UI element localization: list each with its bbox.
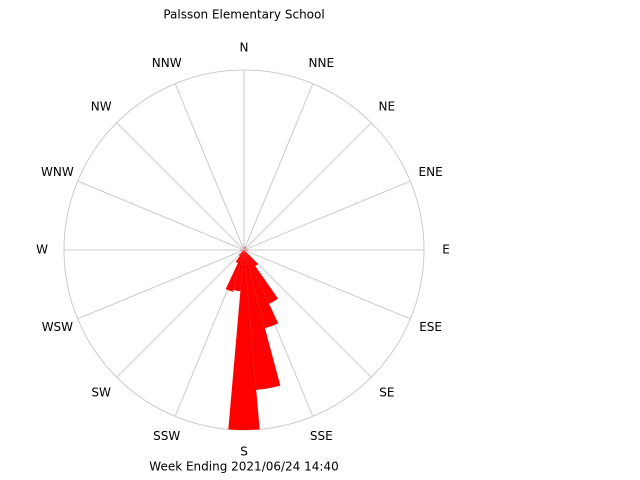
compass-label: NNE — [309, 56, 335, 70]
spoke — [243, 122, 372, 251]
wedge — [243, 246, 245, 250]
spoke — [243, 249, 411, 320]
wedge — [244, 250, 281, 390]
compass-label: ESE — [419, 320, 442, 334]
wedge — [228, 250, 260, 431]
compass-label: WNW — [41, 165, 74, 179]
compass-label: SSE — [310, 429, 333, 443]
compass-label: NNW — [152, 56, 182, 70]
spoke — [116, 122, 245, 251]
wedge — [244, 250, 259, 267]
wedge — [244, 250, 279, 304]
chart-title: Palsson Elementary School — [163, 8, 324, 22]
compass-label: E — [442, 243, 450, 257]
wedge — [244, 249, 248, 251]
spoke — [243, 180, 411, 251]
spoke — [243, 249, 372, 378]
spoke — [77, 180, 245, 251]
spoke — [174, 83, 245, 251]
compass-label: NW — [91, 100, 112, 114]
compass-label: SSW — [153, 429, 180, 443]
wedge — [244, 246, 247, 250]
wedge — [238, 250, 244, 256]
compass-label: N — [240, 41, 249, 55]
wedge — [235, 250, 244, 264]
spoke — [243, 83, 314, 251]
spoke — [77, 249, 245, 320]
wedge — [244, 250, 279, 329]
compass-label: W — [36, 243, 48, 257]
compass-label: WSW — [42, 320, 73, 334]
compass-label: SW — [91, 385, 111, 399]
wedge — [233, 250, 244, 292]
compass-label: S — [240, 445, 248, 459]
spoke — [116, 249, 245, 378]
compass-label: NE — [379, 100, 396, 114]
wedge — [240, 250, 244, 251]
compass-label: ENE — [419, 165, 443, 179]
wedge — [225, 250, 244, 292]
chart-footer: Week Ending 2021/06/24 14:40 — [149, 460, 338, 474]
compass-label: SE — [379, 385, 394, 399]
